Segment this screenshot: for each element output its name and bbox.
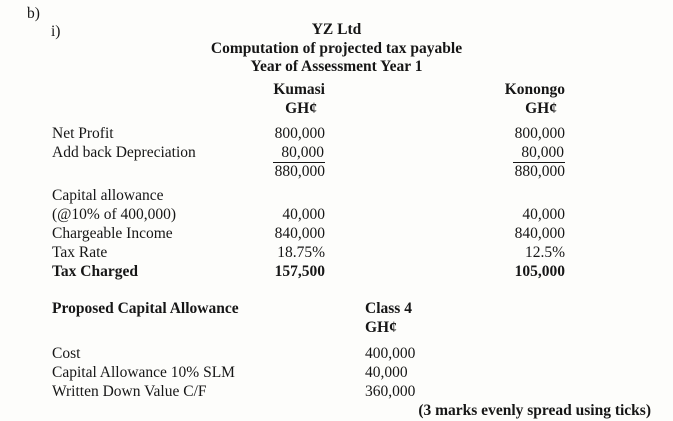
row-label: Net Profit	[52, 124, 114, 142]
konongo-value: 80,000	[325, 143, 565, 163]
table-row: Tax Rate 18.75% 12.5%	[52, 243, 565, 262]
table-row: (@10% of 400,000) 40,000 40,000	[52, 205, 565, 224]
row-label: Tax Charged	[52, 262, 138, 280]
kumasi-value: 880,000	[274, 162, 325, 180]
row-label: Capital allowance	[52, 186, 164, 204]
column-header-kumasi: Kumasi	[273, 80, 325, 98]
kumasi-value: 80,000	[222, 143, 325, 163]
konongo-value: 800,000	[514, 124, 565, 142]
row-label: Chargeable Income	[52, 224, 173, 242]
branch-header-row: Kumasi Konongo	[52, 80, 565, 99]
company-name: YZ Ltd	[311, 21, 362, 38]
kumasi-value: 800,000	[274, 124, 325, 142]
table-row: Net Profit 800,000 800,000	[52, 124, 565, 143]
table-row: Capital allowance	[52, 186, 565, 205]
currency-header-row: GH¢ GH¢	[52, 99, 565, 118]
konongo-value: 40,000	[522, 205, 565, 223]
konongo-value: 105,000	[514, 262, 565, 280]
capital-allowance-table: Proposed Capital Allowance Class 4 GH¢ C…	[52, 299, 565, 401]
row-label	[52, 162, 222, 181]
class-header: Class 4	[365, 299, 412, 317]
document-title: Computation of projected tax payable	[210, 39, 463, 57]
column-header-konongo: Konongo	[504, 80, 565, 98]
konongo-value	[325, 186, 565, 205]
capital-allowance-currency-row: GH¢	[52, 318, 565, 337]
row-label: (@10% of 400,000)	[52, 205, 177, 223]
konongo-value: 880,000	[514, 162, 565, 180]
kumasi-value: 18.75%	[277, 243, 325, 261]
row-label: Add back Depreciation	[52, 143, 196, 161]
kumasi-value: 157,500	[274, 262, 325, 280]
table-row: Add back Depreciation 80,000 80,000	[52, 143, 565, 163]
assessment-year: Year of Assessment Year 1	[250, 58, 423, 75]
kumasi-value: 40,000	[282, 205, 325, 223]
class4-value: 400,000	[365, 344, 416, 362]
spacer-row	[52, 337, 565, 344]
capital-allowance-title: Proposed Capital Allowance	[52, 299, 239, 317]
table-row: Chargeable Income 840,000 840,000	[52, 224, 565, 243]
table-row: Written Down Value C/F 360,000	[52, 382, 565, 401]
capital-allowance-header-row: Proposed Capital Allowance Class 4	[52, 299, 565, 318]
konongo-value: 840,000	[514, 224, 565, 242]
row-label: Capital Allowance 10% SLM	[52, 363, 235, 381]
currency-konongo: GH¢	[525, 99, 557, 117]
tax-computation-table: Kumasi Konongo GH¢ GH¢ Net Profit 800,00…	[52, 80, 565, 281]
currency-class4: GH¢	[365, 318, 397, 336]
item-label: i)	[51, 23, 61, 40]
class4-value: 40,000	[365, 363, 408, 381]
section-label: b)	[27, 5, 40, 22]
marks-note: (3 marks evenly spread using ticks)	[418, 401, 651, 419]
table-row: 880,000 880,000	[52, 162, 565, 181]
table-row-total: Tax Charged 157,500 105,000	[52, 262, 565, 281]
konongo-value: 12.5%	[524, 243, 565, 261]
class4-value: 360,000	[365, 382, 416, 400]
document-header: YZ Ltd Computation of projected tax paya…	[0, 0, 673, 77]
table-row: Capital Allowance 10% SLM 40,000	[52, 363, 565, 382]
kumasi-value: 840,000	[274, 224, 325, 242]
currency-kumasi: GH¢	[285, 99, 317, 117]
kumasi-value	[222, 186, 325, 205]
table-row: Cost 400,000	[52, 344, 565, 363]
row-label: Cost	[52, 344, 81, 362]
row-label: Tax Rate	[52, 243, 108, 261]
row-label: Written Down Value C/F	[52, 382, 207, 400]
